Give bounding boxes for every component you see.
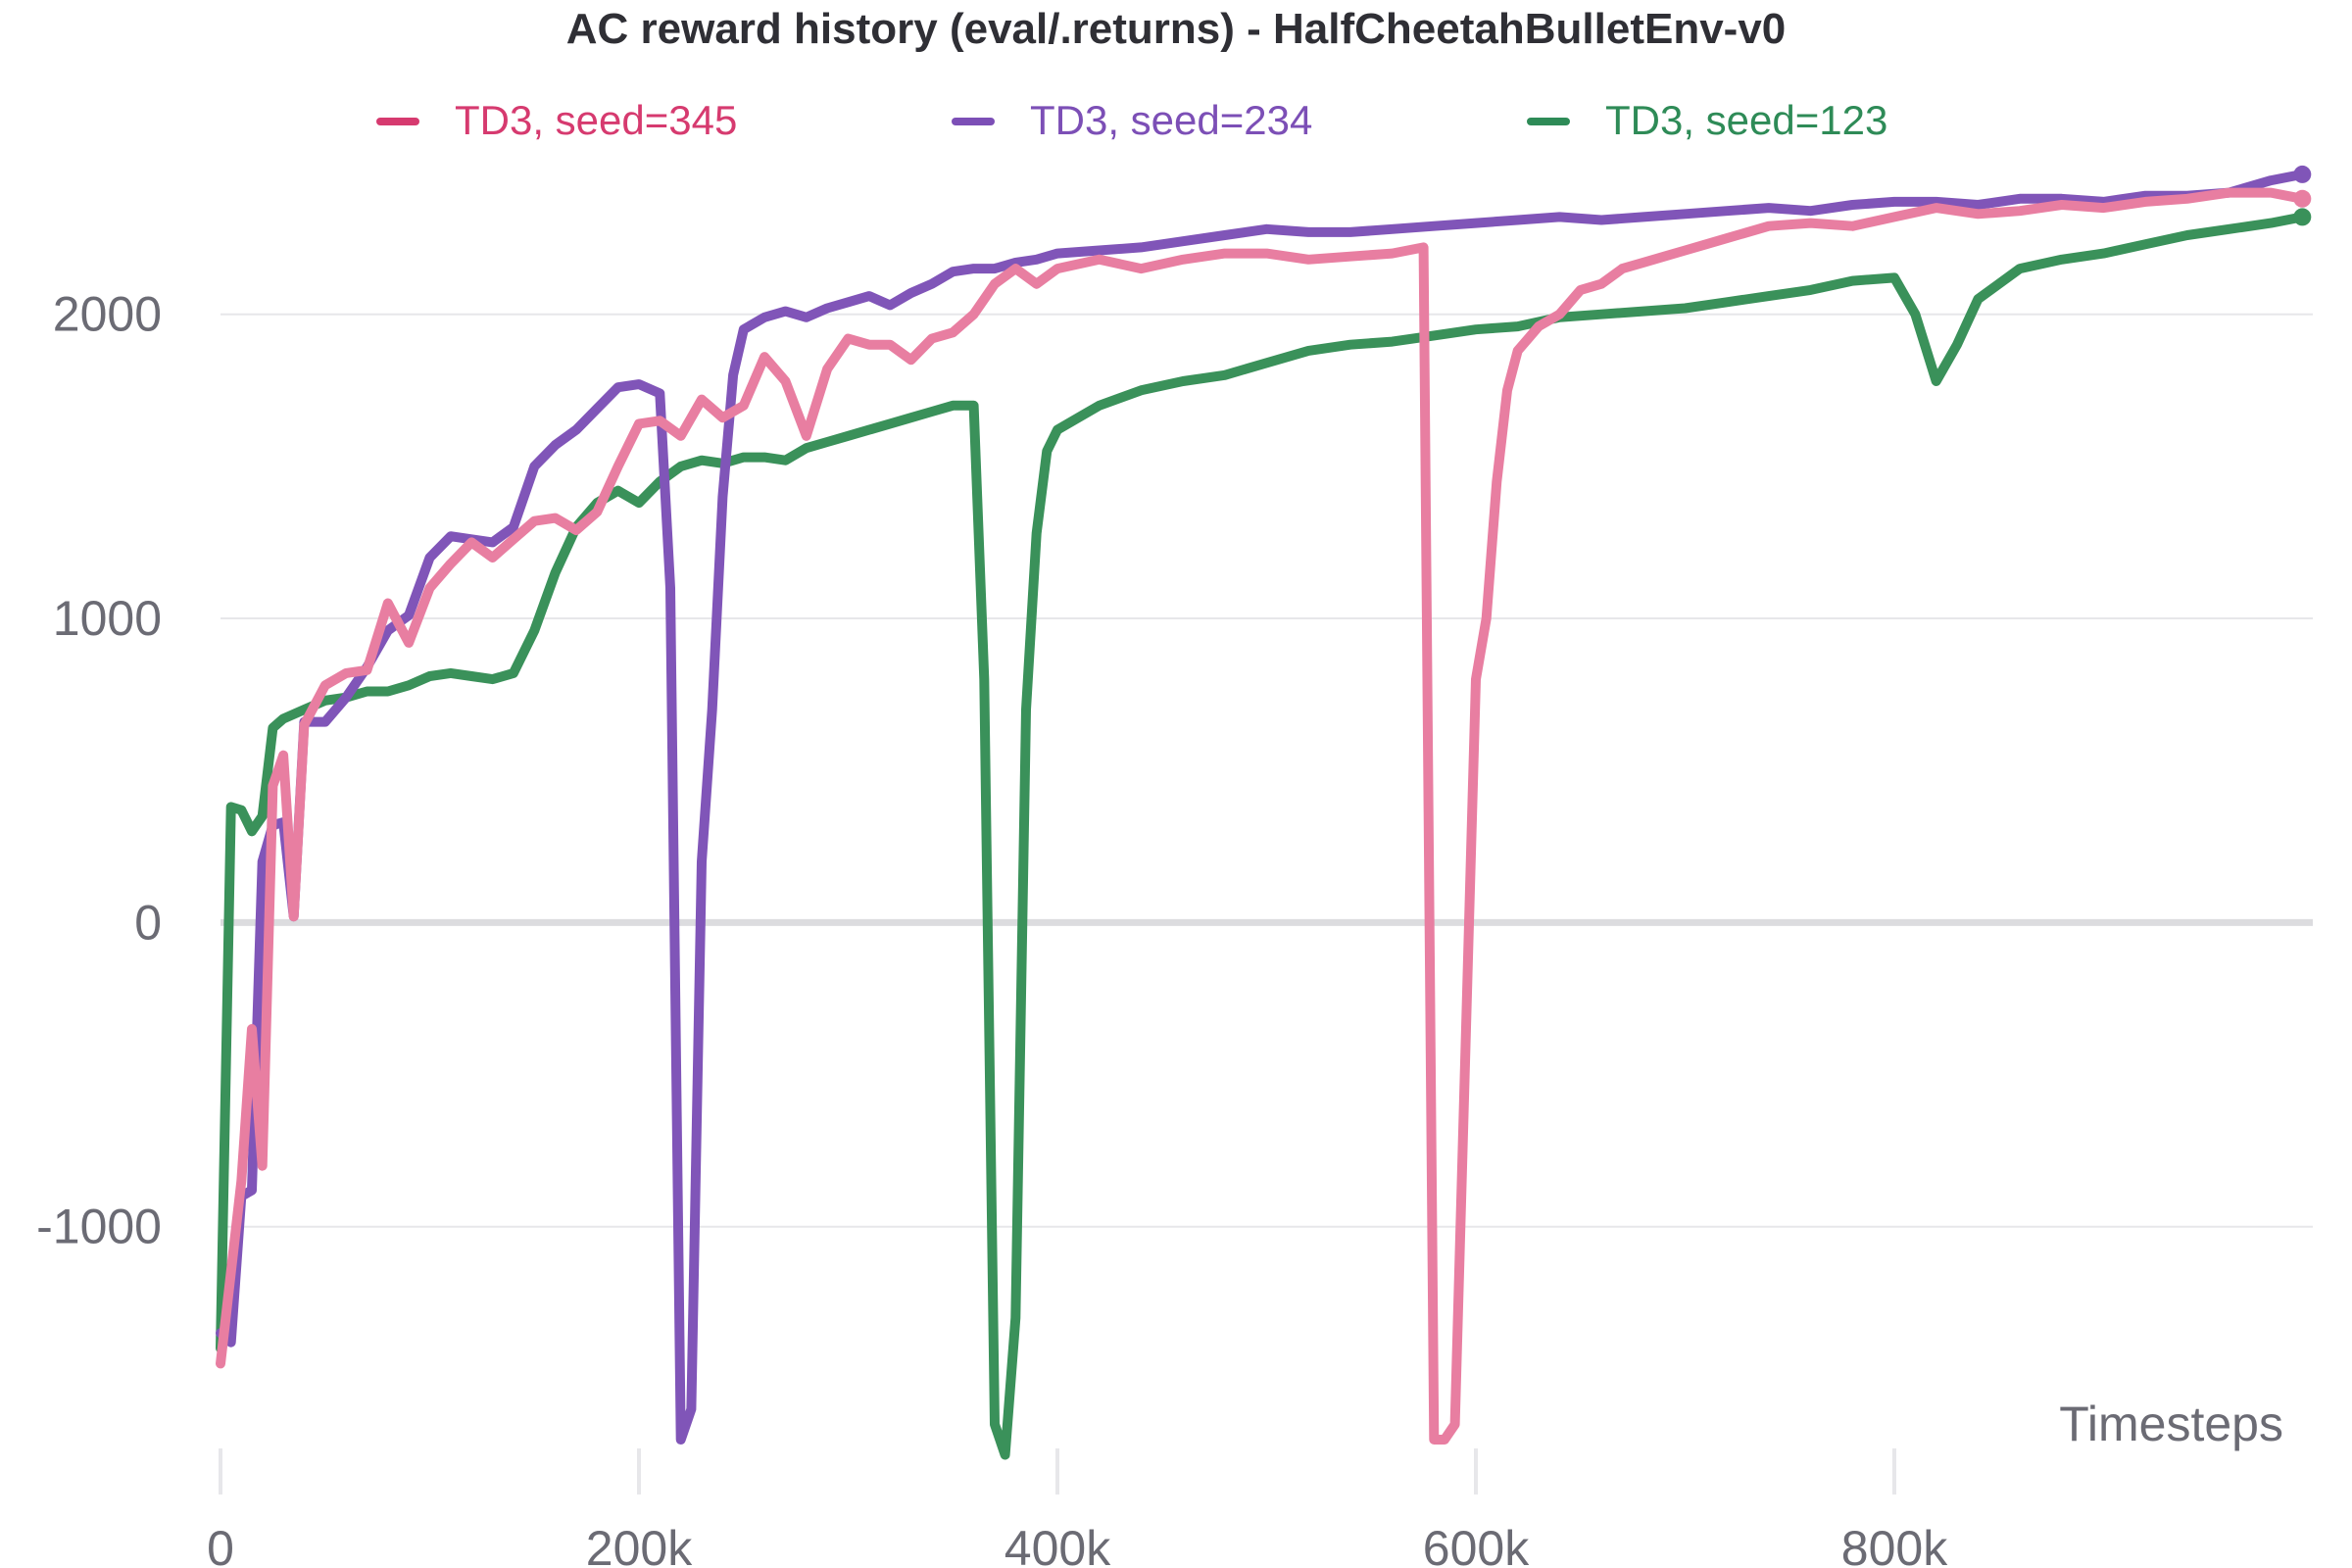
y-axis-tick-labels: -1000 0 1000 2000 — [36, 287, 162, 1254]
legend: TD3, seed=345 TD3, seed=234 TD3, seed=123 — [376, 97, 1887, 143]
series-line-0 — [216, 187, 2308, 1445]
grid — [220, 313, 2313, 1228]
x-axis-ticks — [219, 1448, 1896, 1494]
series-end-marker-0 — [2293, 189, 2312, 208]
x-tick-label-2: 400k — [1004, 1521, 1111, 1568]
x-axis-tick-labels: 0 200k 400k 600k 800k — [207, 1521, 1948, 1568]
y-tick-label-2: 1000 — [53, 591, 162, 646]
x-tick-label-1: 200k — [586, 1521, 693, 1568]
y-tick-label-1: 0 — [134, 895, 162, 950]
y-tick-label-3: 2000 — [53, 287, 162, 342]
series-line-2 — [216, 212, 2308, 1460]
series-end-marker-2 — [2293, 208, 2312, 226]
x-axis-title: Timesteps — [2059, 1396, 2283, 1451]
chart-title: AC reward history (eval/.returns) - Half… — [566, 5, 1787, 53]
legend-label-0[interactable]: TD3, seed=345 — [455, 97, 737, 143]
y-tick-label-0: -1000 — [36, 1200, 162, 1254]
x-tick-label-0: 0 — [207, 1521, 234, 1568]
series-end-marker-1 — [2293, 165, 2312, 183]
x-tick-label-3: 600k — [1423, 1521, 1530, 1568]
series-line-1 — [216, 169, 2308, 1445]
legend-label-1[interactable]: TD3, seed=234 — [1030, 97, 1312, 143]
legend-label-2[interactable]: TD3, seed=123 — [1605, 97, 1887, 143]
series-lines — [216, 165, 2312, 1460]
x-tick-label-4: 800k — [1841, 1521, 1948, 1568]
